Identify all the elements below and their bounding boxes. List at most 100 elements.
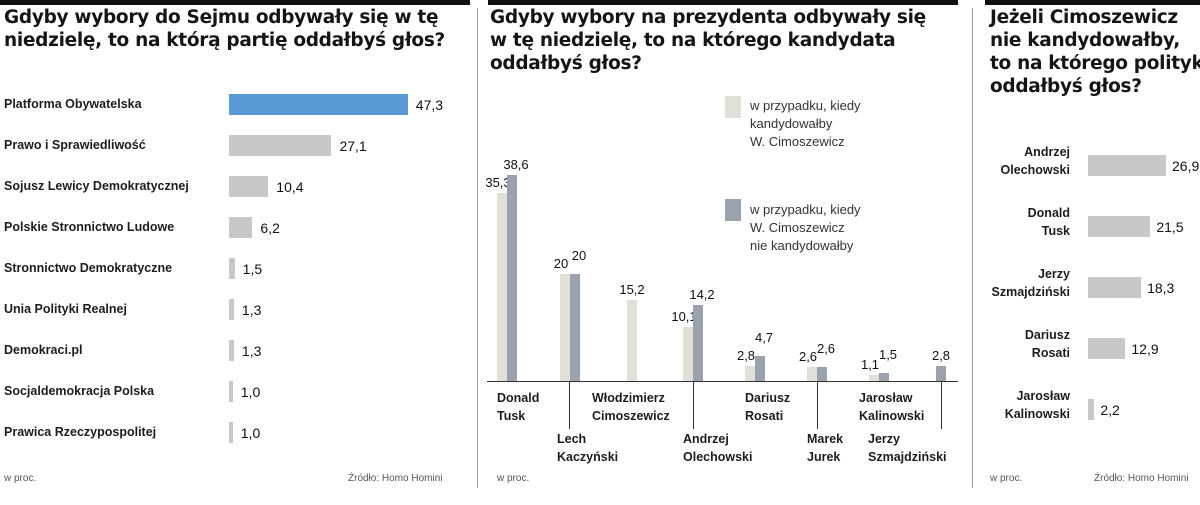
unit-note: w proc.	[497, 473, 530, 484]
divider-left	[477, 8, 478, 488]
title-line: to na którego polityka	[990, 53, 1200, 74]
value-label: 2,6	[798, 349, 818, 365]
category-label: Socjaldemokracja Polska	[4, 384, 155, 398]
bar-series-dark	[755, 355, 765, 381]
value-label: 27,1	[339, 138, 367, 154]
value-label: 6,2	[260, 220, 280, 236]
title-line: oddałbyś głos?	[490, 53, 642, 74]
bar-series-light	[627, 299, 637, 381]
legend-line: w przypadku, kiedy	[750, 202, 861, 217]
legend-line: W. Cimoszewicz	[750, 220, 845, 235]
category-label-line: Olechowski	[1000, 163, 1070, 177]
category-label: Andrzej Olechowski	[683, 430, 752, 466]
title-line: oddałbyś głos?	[990, 76, 1142, 97]
source-note: Źródło: Homo Homini	[1094, 473, 1189, 484]
bar	[1088, 399, 1095, 420]
category-label: Demokraci.pl	[4, 343, 83, 357]
top-rule-left	[0, 0, 470, 5]
value-label: 4,7	[754, 329, 774, 345]
category-label-line: Tusk	[497, 409, 526, 423]
category-label-line: Donald	[1027, 206, 1070, 220]
value-label: 1,0	[240, 384, 261, 400]
category-label-line: Jarosław	[859, 391, 913, 405]
category-label-line: Kaczyński	[557, 450, 619, 464]
category-label: Jerzy Szmajdziński	[990, 265, 1071, 301]
category-label-line: Olechowski	[683, 450, 753, 464]
value-label: 47,3	[415, 97, 444, 113]
value-label: 20	[553, 256, 569, 272]
value-label: 15,2	[619, 281, 645, 297]
category-label-line: Andrzej	[1024, 145, 1070, 159]
leader-line	[569, 382, 570, 429]
value-label: 21,5	[1156, 219, 1184, 235]
category-label-line: Szmajdziński	[868, 450, 947, 464]
legend-line: nie kandydowałby	[750, 238, 854, 253]
bar-series-dark	[693, 305, 703, 381]
leader-line	[817, 382, 818, 429]
legend-text-light: w przypadku, kiedy kandydowałby W. Cimos…	[750, 97, 861, 151]
category-label: Unia Polityki Realnej	[4, 302, 127, 316]
category-label: Stronnictwo Demokratyczne	[4, 261, 173, 275]
category-label: Jarosław Kalinowski	[990, 387, 1070, 423]
bar-series-dark	[570, 274, 580, 381]
leader-line	[941, 382, 942, 429]
bar	[229, 299, 234, 320]
category-label-line: Jarosław	[1016, 389, 1070, 403]
divider-right	[972, 8, 973, 488]
category-label-line: Jerzy	[1038, 267, 1070, 281]
value-label: 1,5	[242, 261, 263, 277]
category-label-line: Andrzej	[683, 432, 729, 446]
bar-series-light	[745, 366, 755, 381]
bar	[229, 258, 235, 279]
value-label: 20	[571, 248, 587, 264]
bar	[229, 94, 408, 115]
bar	[229, 176, 269, 197]
legend-swatch-light	[725, 96, 741, 118]
category-label-line: Dariusz	[1024, 328, 1070, 342]
bar-series-light	[497, 192, 507, 381]
leader-line	[693, 382, 694, 429]
category-label: Jarosław Kalinowski	[859, 389, 924, 425]
value-label: 26,9	[1172, 158, 1200, 174]
category-label-line: Włodzimierz	[592, 391, 665, 405]
category-label: Donald Tusk	[497, 389, 539, 425]
value-label: 2,6	[816, 341, 836, 357]
category-label: Włodzimierz Cimoszewicz	[592, 389, 670, 425]
bar-series-light	[807, 367, 817, 381]
bar	[1088, 216, 1151, 237]
value-label: 35,3	[485, 174, 511, 190]
value-label: 1,3	[241, 302, 262, 318]
category-label-line: Donald	[497, 391, 540, 405]
bar-series-dark	[879, 372, 889, 381]
category-label: Andrzej Olechowski	[990, 143, 1070, 179]
category-label-line: Kalinowski	[1004, 407, 1070, 421]
bar	[229, 135, 332, 156]
value-label: 10,4	[276, 179, 304, 195]
category-label-line: Lech	[557, 432, 587, 446]
top-rule-middle	[488, 0, 958, 5]
top-rule-right	[985, 0, 1200, 5]
bar-series-dark	[936, 366, 946, 381]
category-label: Platforma Obywatelska	[4, 97, 142, 111]
bar	[229, 340, 234, 361]
value-label: 12,9	[1131, 341, 1159, 357]
value-label: 10,1	[671, 309, 697, 325]
title-line: Jeżeli Cimoszewicz	[990, 7, 1178, 28]
legend-line: kandydowałby	[750, 116, 833, 131]
category-label: Jerzy Szmajdziński	[868, 430, 947, 466]
category-label-line: Jerzy	[868, 432, 900, 446]
value-label: 14,2	[689, 287, 715, 303]
category-label-line: Marek	[807, 432, 844, 446]
category-label: Prawica Rzeczypospolitej	[4, 425, 157, 439]
bar	[1088, 338, 1126, 359]
bar-series-light	[869, 375, 879, 381]
title-line: niedzielę, to na którą partię oddałbyś g…	[4, 30, 445, 51]
bar-series-dark	[507, 175, 517, 381]
category-label-line: Jurek	[807, 450, 841, 464]
category-label-line: Szmajdziński	[991, 285, 1071, 299]
legend-line: w przypadku, kiedy	[750, 98, 861, 113]
legend-line: W. Cimoszewicz	[750, 134, 845, 149]
title-line: nie kandydowałby,	[990, 30, 1180, 51]
category-label-line: Dariusz	[745, 391, 791, 405]
value-label: 1,0	[240, 425, 261, 441]
